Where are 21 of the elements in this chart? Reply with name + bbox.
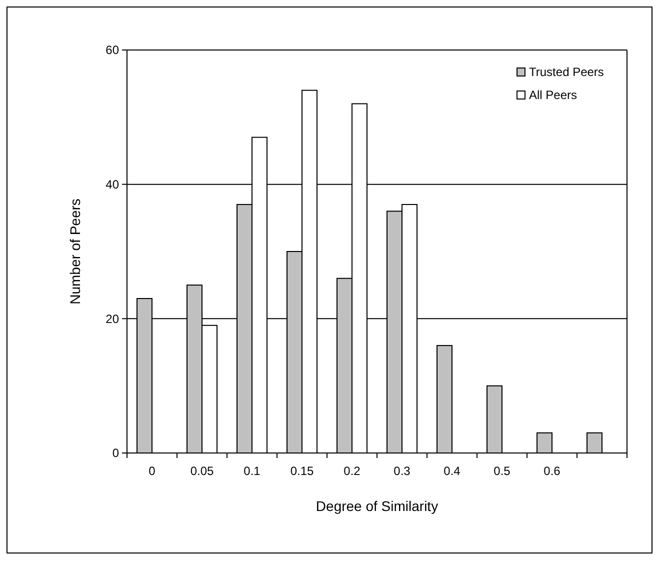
x-tick-label: 0.6 bbox=[544, 464, 561, 478]
x-tick-label: 0.3 bbox=[394, 464, 411, 478]
x-tick-label: 0 bbox=[148, 464, 156, 478]
x-tick-label: 0.5 bbox=[494, 464, 511, 478]
bar bbox=[486, 385, 502, 454]
y-tick-label: 60 bbox=[106, 43, 120, 58]
x-tick-label: 0.15 bbox=[290, 464, 314, 478]
bar bbox=[436, 345, 452, 454]
legend-label: All Peers bbox=[529, 88, 578, 102]
y-axis-title: Number of Peers bbox=[67, 198, 83, 304]
y-tick-label: 20 bbox=[106, 312, 120, 326]
x-tick-label: 0.05 bbox=[190, 464, 214, 478]
bar bbox=[536, 432, 552, 454]
x-axis-title: Degree of Similarity bbox=[316, 498, 438, 514]
bar bbox=[586, 432, 602, 454]
x-tick-label: 0.4 bbox=[444, 464, 461, 478]
x-tick-label: 0.1 bbox=[244, 464, 261, 478]
y-tick-label: 0 bbox=[112, 446, 120, 460]
legend-label: Trusted Peers bbox=[529, 65, 604, 80]
y-tick-label: 40 bbox=[106, 178, 120, 192]
x-tick-label: 0.2 bbox=[344, 464, 361, 478]
